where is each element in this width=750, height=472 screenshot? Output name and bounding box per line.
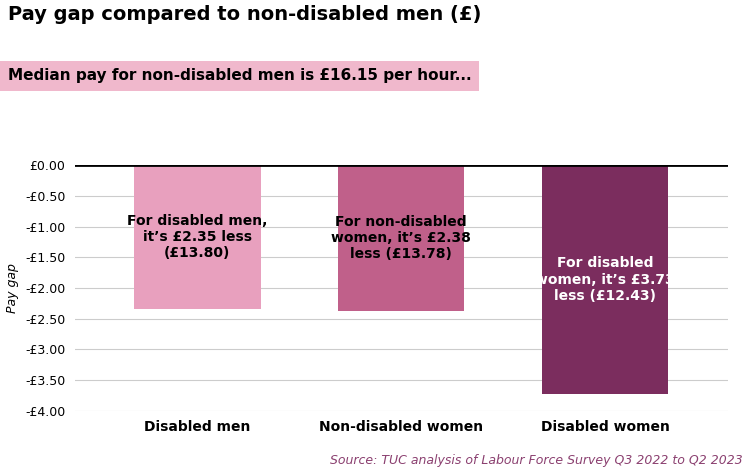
Text: For non-disabled
women, it’s £2.38
less (£13.78): For non-disabled women, it’s £2.38 less … bbox=[332, 215, 471, 261]
Text: For disabled
women, it’s £3.73
less (£12.43): For disabled women, it’s £3.73 less (£12… bbox=[536, 256, 675, 303]
Bar bbox=[338, 165, 464, 311]
Y-axis label: Pay gap: Pay gap bbox=[6, 263, 20, 313]
Text: For disabled men,
it’s £2.35 less
(£13.80): For disabled men, it’s £2.35 less (£13.8… bbox=[128, 214, 268, 261]
Bar bbox=[134, 165, 260, 310]
Text: Pay gap compared to non-disabled men (£): Pay gap compared to non-disabled men (£) bbox=[8, 5, 481, 24]
Bar bbox=[542, 165, 668, 394]
Text: Source: TUC analysis of Labour Force Survey Q3 2022 to Q2 2023: Source: TUC analysis of Labour Force Sur… bbox=[330, 454, 742, 467]
Text: Median pay for non-disabled men is £16.15 per hour...: Median pay for non-disabled men is £16.1… bbox=[8, 68, 471, 84]
